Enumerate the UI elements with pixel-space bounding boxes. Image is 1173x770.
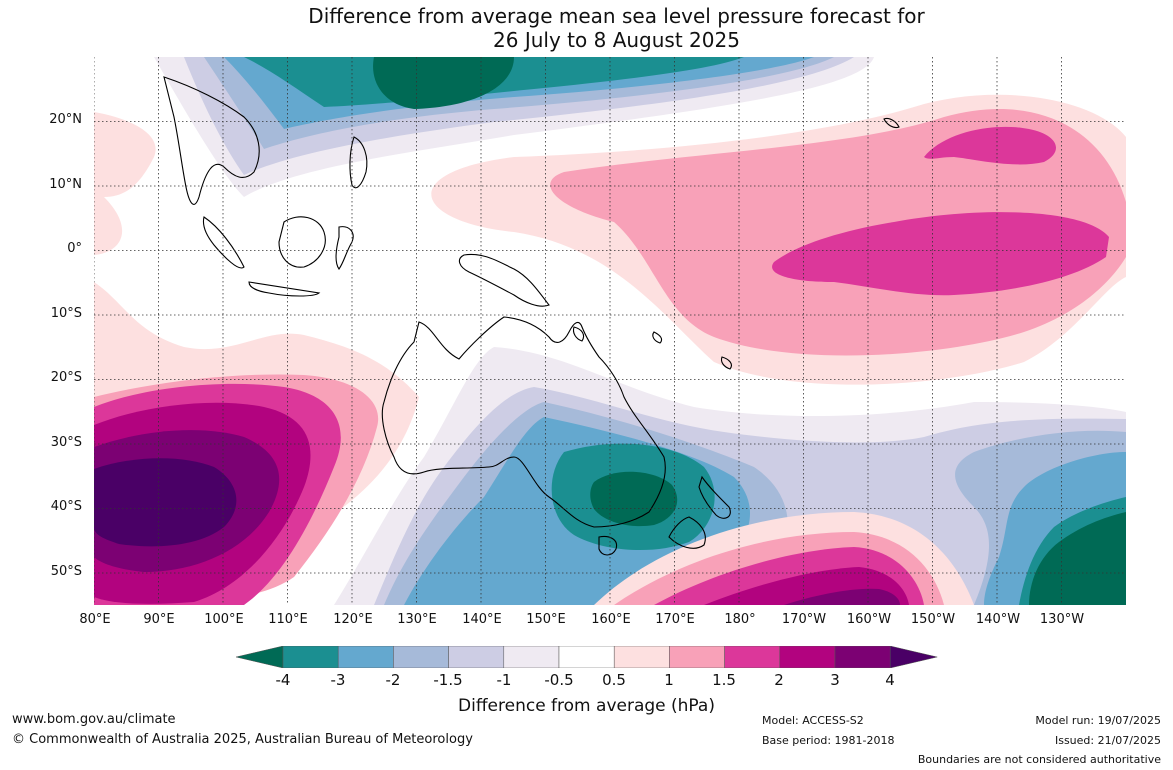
boundary-disclaimer: Boundaries are not considered authoritat…: [917, 753, 1161, 766]
colorbar-tick: 1.5: [712, 671, 736, 689]
title-line-1: Difference from average mean sea level p…: [308, 4, 925, 28]
colorbar-swatch: [558, 646, 615, 668]
colorbar-tick: -1.5: [433, 671, 463, 689]
lon-label-90e: 90°E: [143, 612, 175, 627]
lon-label-150e: 150°E: [526, 612, 566, 627]
colorbar-tick: -0.5: [544, 671, 574, 689]
java-outline: [248, 281, 321, 297]
colorbar-tick: -2: [385, 671, 401, 689]
new-zealand-outline: [668, 516, 706, 549]
new-zealand-outline: [698, 475, 731, 519]
colorbar-tick: 1: [664, 671, 674, 689]
colorbar-swatch: [834, 646, 891, 668]
lon-label-130w: 130°W: [1039, 612, 1085, 627]
lat-label-10n: 10°N: [49, 177, 82, 192]
anomaly-field: [94, 57, 1126, 605]
positive-anomaly-west: [94, 112, 156, 255]
lat-label-40s: 40°S: [50, 499, 82, 514]
colorbar-swatch: [724, 646, 781, 668]
lon-label-80e: 80°E: [79, 612, 111, 627]
colorbar-swatch: [393, 646, 449, 668]
model-name: Model: ACCESS-S2: [762, 714, 864, 727]
negative-anomaly-tasman: [590, 471, 678, 527]
lat-label-10s: 10°S: [50, 306, 82, 321]
indochina-outline: [163, 76, 260, 205]
title-line-2: 26 July to 8 August 2025: [493, 28, 740, 52]
lat-label-equator: 0°: [67, 241, 82, 256]
graticule: [94, 57, 1126, 605]
lon-label-140w: 140°W: [975, 612, 1021, 627]
map-canvas: [94, 57, 1126, 605]
pressure-anomaly-map: [94, 57, 1126, 605]
colorbar-swatch: [503, 646, 560, 668]
lon-label-170e: 170°E: [655, 612, 695, 627]
colorbar-swatch: [779, 646, 836, 668]
colorbar-swatch: [613, 646, 670, 668]
colorbar-swatch: [236, 646, 284, 668]
lon-label-100e: 100°E: [204, 612, 244, 627]
negative-anomaly-southeast-pacific: [1029, 512, 1126, 605]
lon-label-160w: 160°W: [846, 612, 892, 627]
positive-anomaly-south: [784, 588, 900, 605]
colorbar-tick: 3: [830, 671, 840, 689]
coastlines: [163, 76, 900, 556]
colorbar-tick: 2: [774, 671, 784, 689]
base-period: Base period: 1981-2018: [762, 734, 895, 747]
colorbar-tick: 4: [885, 671, 895, 689]
lon-label-150w: 150°W: [910, 612, 956, 627]
lon-label-140e: 140°E: [462, 612, 502, 627]
positive-anomaly-pacific: [550, 108, 1126, 356]
colorbar-tick: 0.5: [602, 671, 626, 689]
colorbar-swatches: [236, 646, 938, 668]
colorbar-swatch: [889, 646, 938, 668]
lon-label-170w: 170°W: [781, 612, 827, 627]
borneo-outline: [278, 216, 326, 268]
colorbar-tick: -3: [330, 671, 346, 689]
pacific-islands-outline: [572, 326, 585, 342]
tasmania-outline: [598, 535, 618, 556]
positive-anomaly-pacific: [772, 212, 1109, 296]
lon-label-130e: 130°E: [397, 612, 437, 627]
lon-label-110e: 110°E: [268, 612, 308, 627]
website-link[interactable]: www.bom.gov.au/climate: [12, 712, 176, 727]
lon-label-160e: 160°E: [591, 612, 631, 627]
colorbar-swatch: [337, 646, 394, 668]
positive-anomaly-indian: [94, 458, 237, 547]
new-guinea-outline: [458, 253, 550, 307]
colorbar-label: Difference from average (hPa): [458, 696, 715, 716]
lat-label-50s: 50°S: [50, 564, 82, 579]
chart-title: Difference from average mean sea level p…: [0, 4, 1173, 52]
lat-label-30s: 30°S: [50, 435, 82, 450]
lon-label-180: 180°: [724, 612, 756, 627]
colorbar-swatch: [669, 646, 725, 668]
colorbar-swatch: [448, 646, 505, 668]
australia-outline: [381, 316, 666, 528]
issued-date: Issued: 21/07/2025: [1054, 734, 1161, 747]
model-run-date: Model run: 19/07/2025: [1035, 714, 1161, 727]
lat-label-20n: 20°N: [49, 112, 82, 127]
positive-anomaly-pacific: [924, 126, 1056, 165]
colorbar: [236, 646, 938, 668]
sumatra-outline: [202, 216, 245, 269]
hawaii-outline: [883, 117, 900, 129]
negative-anomaly-north: [373, 57, 514, 109]
pacific-islands-outline: [652, 331, 663, 344]
pacific-islands-outline: [720, 356, 732, 370]
sulawesi-outline: [335, 226, 354, 270]
lon-label-120e: 120°E: [333, 612, 373, 627]
colorbar-tick: -4: [275, 671, 291, 689]
copyright-notice: © Commonwealth of Australia 2025, Austra…: [12, 732, 473, 747]
lat-label-20s: 20°S: [50, 370, 82, 385]
colorbar-tick: -1: [496, 671, 512, 689]
colorbar-swatch: [282, 646, 339, 668]
